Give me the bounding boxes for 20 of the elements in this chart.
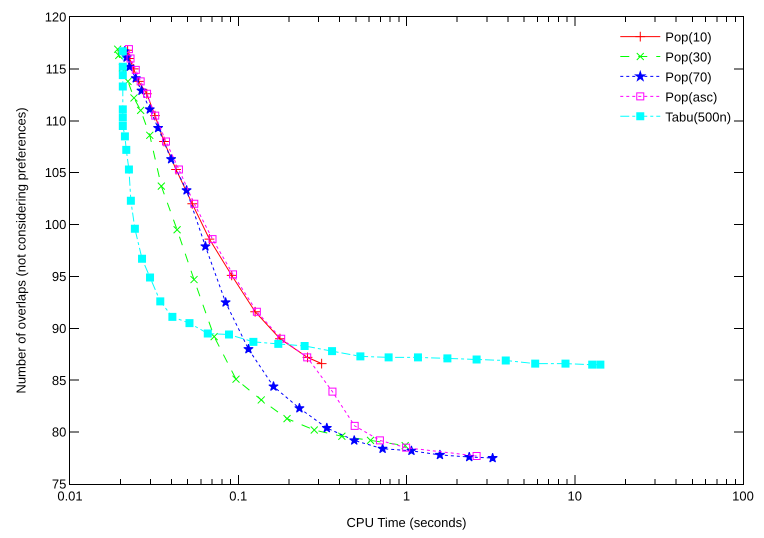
x-tick-label: 1 [402, 488, 410, 504]
legend-label: Pop(30) [665, 50, 712, 65]
legend-label: Tabu(500n) [665, 109, 732, 124]
y-tick-label: 105 [44, 165, 66, 180]
x-axis-title: CPU Time (seconds) [346, 515, 466, 530]
x-tick-label: 10 [568, 488, 582, 504]
x-tick-label: 100 [732, 488, 754, 504]
legend-label: Pop(10) [665, 30, 712, 45]
y-tick-label: 100 [44, 217, 66, 232]
y-tick-label: 80 [52, 424, 66, 440]
y-tick-label: 85 [52, 372, 66, 388]
y-tick-label: 120 [44, 10, 66, 25]
y-tick-label: 110 [46, 113, 66, 128]
y-axis-title: Number of overlaps (not considering preferences) [14, 107, 29, 394]
y-tick-label: 115 [46, 61, 66, 76]
y-tick-label: 90 [52, 320, 66, 336]
legend-label: Pop(70) [665, 69, 712, 84]
y-tick-label: 95 [52, 268, 66, 284]
legend-label: Pop(asc) [665, 89, 718, 104]
x-tick-label: 0.1 [229, 488, 248, 504]
